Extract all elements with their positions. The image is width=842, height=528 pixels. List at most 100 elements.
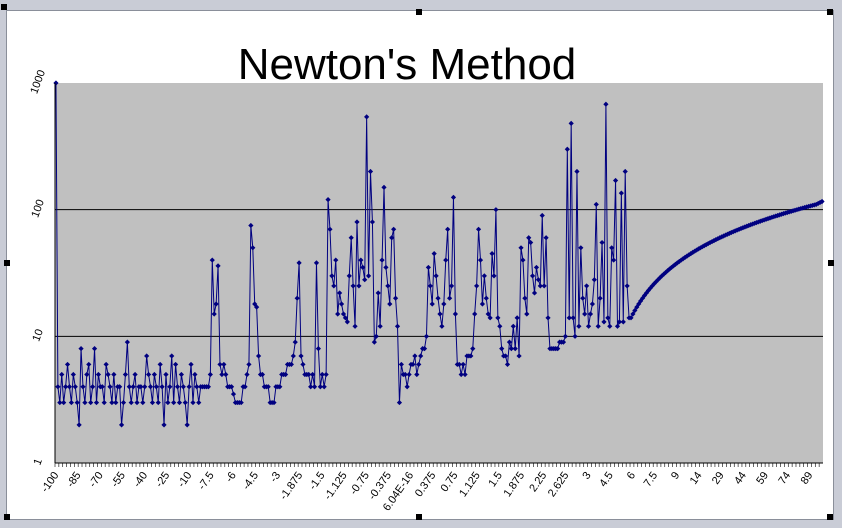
series-point — [99, 384, 105, 390]
selection-handle-top-left[interactable] — [1, 4, 7, 10]
series-point — [371, 339, 377, 345]
series-point — [105, 371, 111, 378]
series-point — [228, 384, 235, 390]
series-point — [481, 273, 487, 279]
series-point — [352, 323, 358, 329]
x-tick-label: 89 — [799, 470, 816, 487]
series-point — [568, 120, 574, 126]
selection-handle-bottom-left[interactable] — [4, 514, 10, 520]
selection-handle-middle-left[interactable] — [4, 260, 10, 266]
series-point — [300, 361, 306, 368]
x-tick-label: -1.125 — [322, 470, 350, 502]
x-tick-label: -1.875 — [278, 470, 306, 502]
series-point — [489, 250, 495, 257]
series-point — [64, 361, 71, 368]
series-point — [306, 371, 312, 378]
series-point — [641, 292, 648, 299]
selection-handle-top-middle[interactable] — [416, 9, 422, 15]
series-point — [74, 399, 80, 406]
series-point — [315, 346, 321, 352]
series-point — [668, 264, 675, 271]
series-point — [140, 399, 146, 406]
series-point — [219, 371, 225, 378]
series-point — [497, 323, 503, 329]
series-point — [323, 371, 329, 378]
series-point — [367, 168, 374, 175]
series-point — [167, 384, 173, 390]
series-point — [535, 277, 541, 283]
chart-svg: 1 10 100 1000 -100 -85 -70 -55 -40 -25 -10 -7.5 -6 -4… — [28, 40, 825, 513]
series-point — [410, 361, 416, 368]
series-point — [66, 384, 73, 390]
series-point — [68, 399, 75, 406]
selection-handle-bottom-right[interactable] — [827, 514, 833, 520]
series-point — [624, 283, 630, 289]
series-point — [475, 226, 482, 232]
series-point — [173, 361, 179, 368]
series-point — [82, 399, 88, 406]
series-point — [597, 295, 603, 301]
series-point — [605, 315, 611, 321]
series-point — [404, 384, 410, 390]
series-point — [317, 384, 323, 390]
series-point — [192, 371, 198, 378]
series-point — [450, 194, 457, 200]
selection-handle-middle-right[interactable] — [828, 260, 834, 266]
series-point — [512, 346, 518, 352]
series-point — [458, 371, 464, 378]
series-point — [308, 384, 314, 390]
series-point — [155, 399, 161, 406]
series-point — [138, 384, 144, 390]
series-point — [101, 399, 107, 406]
grid-layer — [55, 209, 823, 337]
x-tick-label: -3 — [268, 470, 283, 485]
series-point — [76, 422, 82, 428]
series-point — [566, 315, 572, 321]
series-point — [587, 311, 594, 317]
series-point — [103, 361, 109, 368]
series-point — [132, 371, 138, 378]
series-point — [209, 257, 215, 263]
x-tick-label: 1.125 — [457, 470, 483, 499]
series-point — [593, 201, 599, 208]
series-point — [495, 315, 501, 321]
series-point — [223, 371, 229, 378]
x-tick-label: -40 — [131, 470, 150, 490]
series-point — [462, 371, 468, 378]
series-point — [130, 384, 136, 390]
series-point — [91, 346, 98, 352]
series-point — [487, 315, 493, 321]
series-point — [448, 283, 455, 289]
series-point — [690, 249, 696, 255]
series-point — [290, 353, 296, 359]
series-point — [340, 311, 347, 317]
selection-handle-bottom-middle[interactable] — [416, 514, 422, 520]
series-point — [439, 323, 445, 329]
series-point — [819, 198, 825, 205]
x-tick-label: -4.5 — [240, 470, 261, 492]
x-tick-label: 7.5 — [642, 470, 661, 489]
series-point — [134, 399, 140, 406]
series-point — [578, 245, 584, 251]
selection-handle-top-right[interactable] — [827, 9, 833, 15]
series-point — [252, 301, 258, 307]
series-point — [645, 287, 651, 294]
series-point — [491, 273, 497, 279]
series-point — [406, 371, 412, 378]
series-point — [603, 101, 609, 107]
series-point — [636, 301, 642, 307]
series-point — [529, 273, 536, 279]
series-point — [385, 283, 391, 289]
series-point — [555, 346, 561, 352]
series-point — [346, 273, 352, 279]
x-tick-label: -25 — [153, 470, 172, 490]
series-point — [107, 384, 113, 390]
series-point — [537, 283, 543, 289]
series-point — [335, 311, 341, 317]
series-point — [516, 353, 522, 359]
series-point — [418, 353, 424, 359]
x-tick-label: 6 — [625, 470, 638, 482]
series-point — [508, 346, 514, 352]
series-point — [582, 311, 588, 317]
series-point — [572, 333, 578, 339]
